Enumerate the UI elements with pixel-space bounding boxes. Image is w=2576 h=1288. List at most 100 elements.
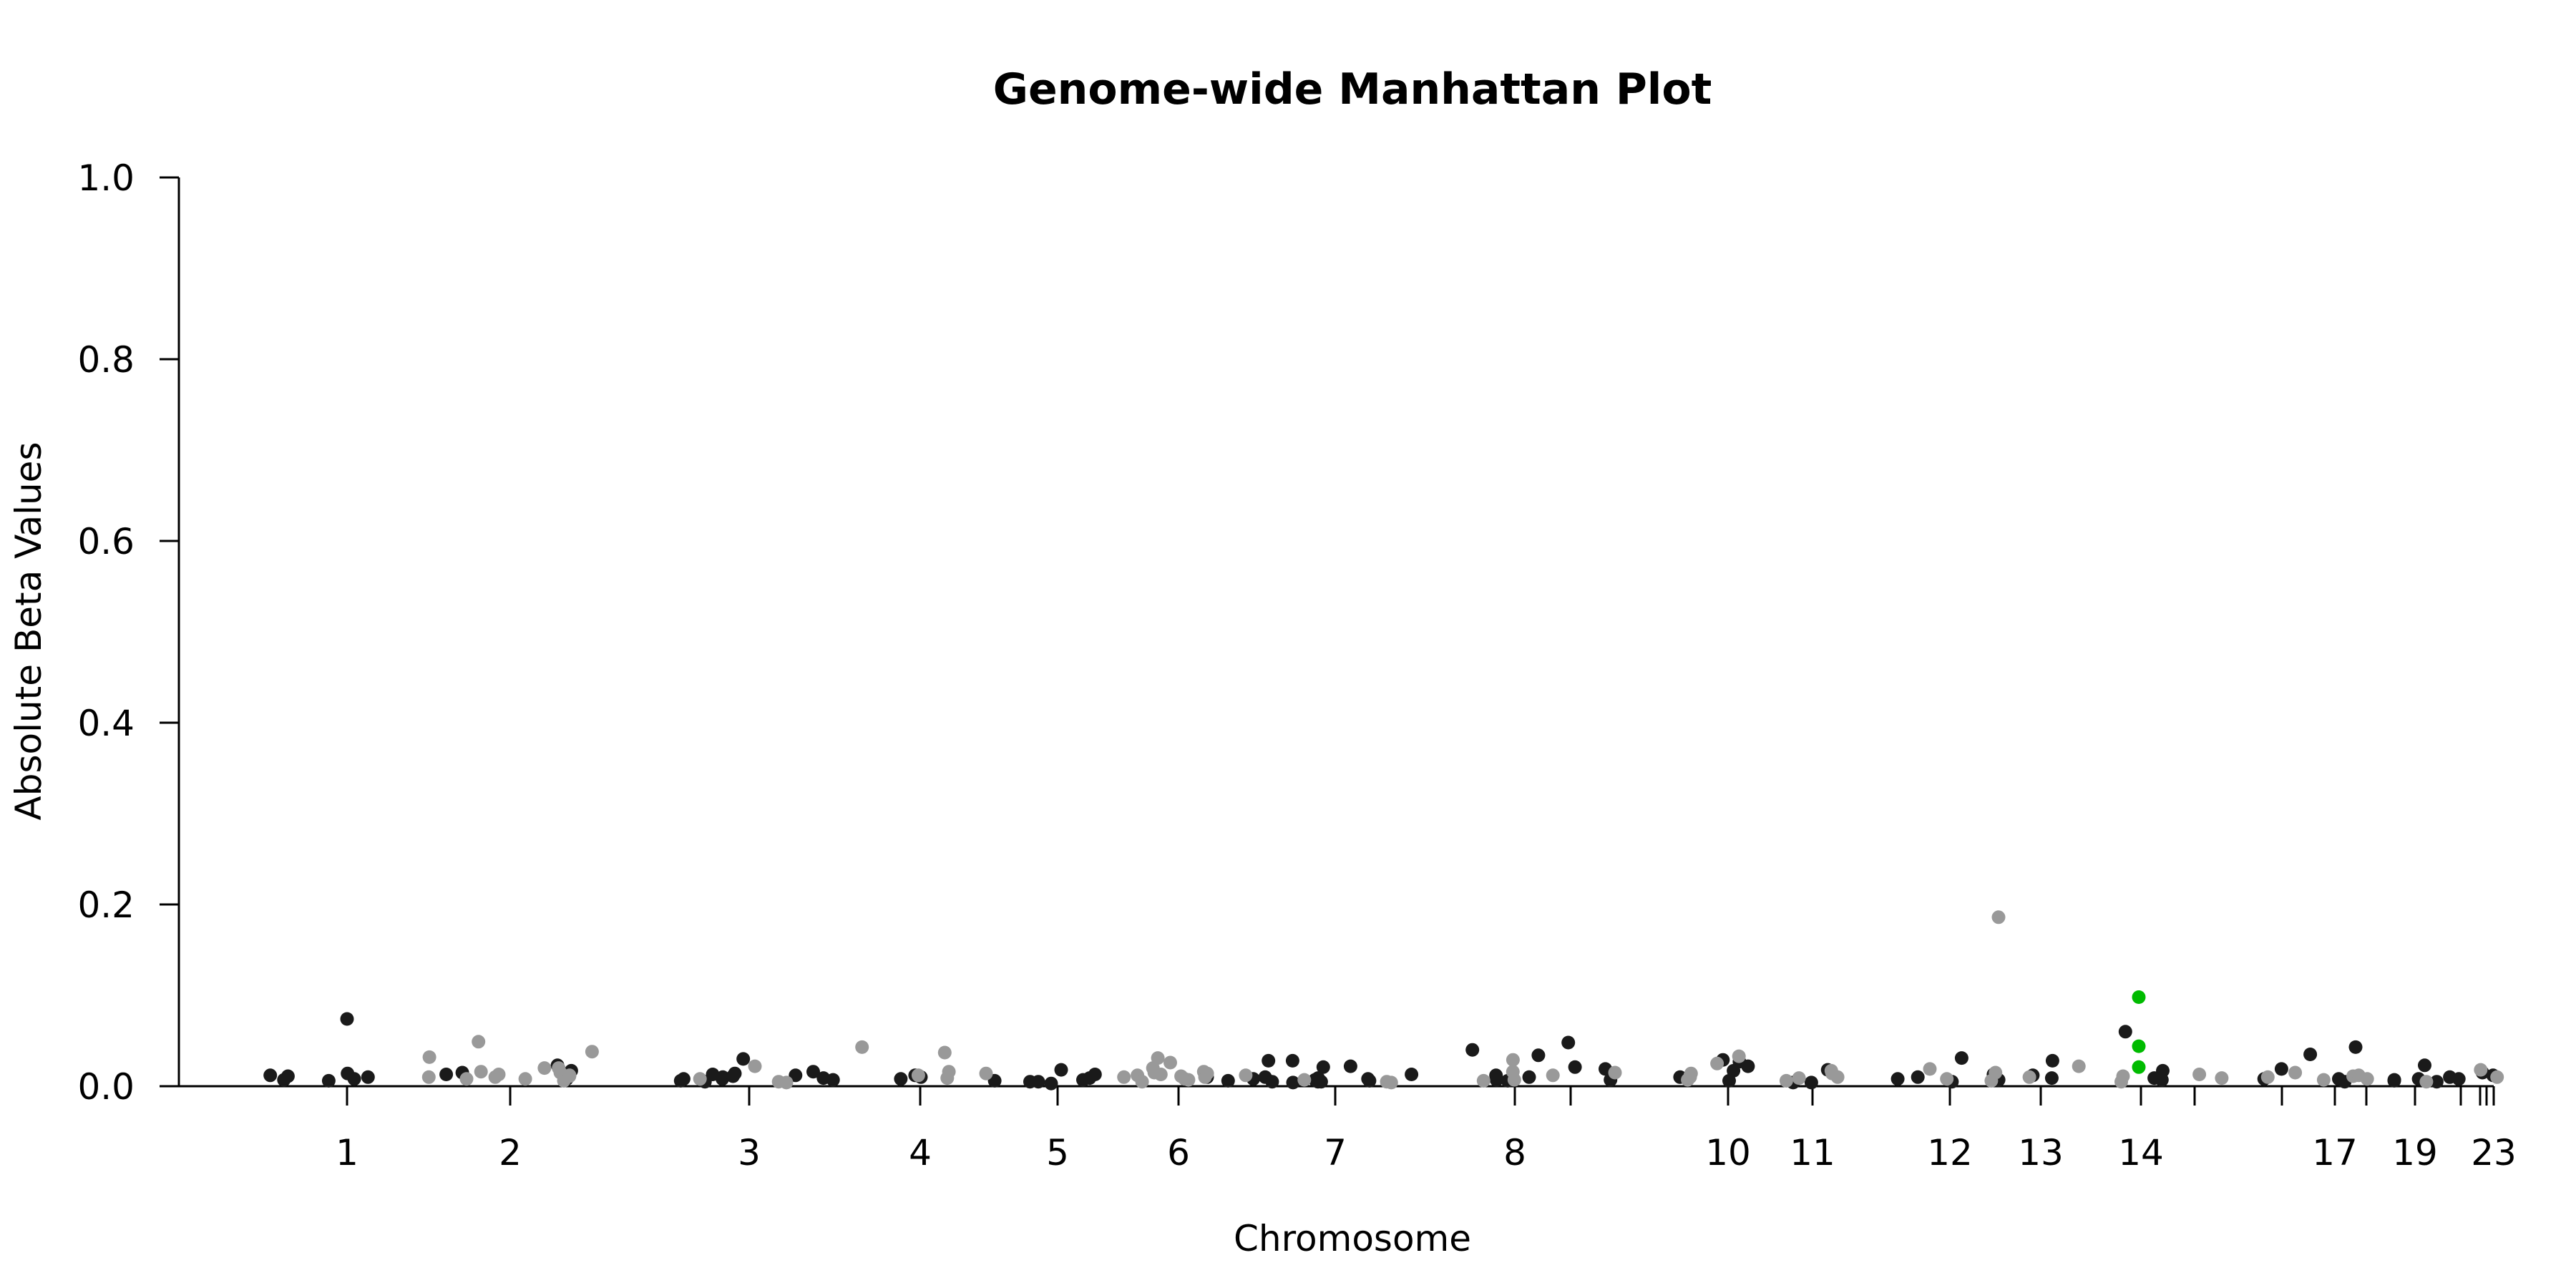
data-point: [421, 1070, 436, 1084]
data-point: [459, 1072, 474, 1086]
data-point: [341, 1066, 355, 1080]
data-point: [552, 1061, 566, 1075]
data-point: [2387, 1073, 2401, 1087]
data-point: [537, 1061, 552, 1075]
data-point: [361, 1070, 375, 1084]
data-point: [1991, 910, 2006, 924]
data-point: [736, 1052, 751, 1066]
data-point: [1362, 1073, 1377, 1088]
data-point: [1890, 1072, 1905, 1086]
data-point: [1285, 1053, 1299, 1068]
x-tick-label: 1: [336, 1132, 358, 1174]
data-point: [439, 1068, 454, 1081]
data-point: [2348, 1040, 2363, 1054]
y-tick-label: 0.4: [77, 703, 135, 744]
data-point: [562, 1069, 577, 1083]
x-tick-label: 6: [1167, 1132, 1190, 1174]
x-tick-label: 19: [2392, 1132, 2438, 1174]
x-tick-label: 17: [2312, 1132, 2358, 1174]
data-point: [1779, 1073, 1793, 1088]
data-point: [1054, 1063, 1068, 1077]
data-point: [1031, 1075, 1045, 1089]
data-point: [1262, 1053, 1276, 1068]
x-tick-label: 14: [2118, 1132, 2164, 1174]
data-point: [1732, 1049, 1746, 1063]
y-tick-label: 0.6: [77, 521, 135, 562]
data-point: [855, 1040, 869, 1054]
data-point: [1465, 1043, 1480, 1057]
data-point: [1044, 1076, 1058, 1091]
data-point: [474, 1065, 488, 1079]
y-tick-label: 1.0: [77, 157, 135, 199]
data-point: [1608, 1065, 1622, 1080]
data-point: [1546, 1068, 1560, 1083]
x-axis-label: Chromosome: [1234, 1218, 1471, 1259]
data-point: [1568, 1060, 1582, 1074]
x-tick-label: 23: [2471, 1132, 2517, 1174]
x-tick-label: 12: [1927, 1132, 1973, 1174]
data-point: [706, 1068, 720, 1081]
x-tick-label: 5: [1046, 1132, 1069, 1174]
data-point: [1683, 1068, 1697, 1083]
x-tick-label: 11: [1790, 1132, 1835, 1174]
data-point: [1117, 1070, 1131, 1084]
data-point: [2132, 1060, 2146, 1074]
data-point: [1984, 1073, 1999, 1088]
data-point: [1163, 1055, 1177, 1070]
data-point: [1343, 1059, 1357, 1073]
data-point: [321, 1073, 336, 1088]
x-tick-label: 4: [909, 1132, 932, 1174]
data-point: [2451, 1072, 2466, 1086]
data-point: [2316, 1073, 2331, 1087]
y-axis: 0.0 0.2 0.4 0.6 0.8 1.0: [77, 157, 180, 1108]
data-point: [1923, 1062, 1937, 1076]
data-point: [1954, 1051, 1968, 1065]
data-point: [728, 1066, 742, 1080]
data-point: [1135, 1075, 1149, 1089]
data-point: [1804, 1075, 1818, 1090]
data-point: [1476, 1073, 1491, 1088]
data-point: [2192, 1068, 2207, 1081]
data-point: [492, 1068, 506, 1081]
data-point: [2419, 1075, 2434, 1089]
data-point: [1316, 1060, 1330, 1074]
data-point: [2155, 1073, 2169, 1087]
y-axis-label: Absolute Beta Values: [8, 442, 49, 821]
data-point: [1174, 1069, 1189, 1083]
data-point: [1824, 1063, 1838, 1078]
y-tick-label: 0.2: [77, 884, 135, 926]
x-tick-label: 8: [1503, 1132, 1526, 1174]
data-point: [748, 1059, 762, 1073]
x-tick-label: 7: [1324, 1132, 1347, 1174]
data-point: [1314, 1075, 1328, 1089]
data-point: [894, 1072, 908, 1086]
data-point: [942, 1065, 956, 1079]
data-point: [2022, 1070, 2036, 1084]
data-point: [2260, 1070, 2275, 1084]
data-point: [2045, 1053, 2059, 1068]
x-tick-label: 10: [1705, 1132, 1751, 1174]
data-point: [1286, 1075, 1300, 1090]
data-point: [789, 1068, 803, 1083]
y-tick-label: 0.8: [77, 339, 135, 381]
data-point: [806, 1065, 820, 1079]
data-point: [1507, 1073, 1521, 1087]
data-point: [280, 1069, 295, 1083]
data-point: [1297, 1073, 1312, 1087]
data-point: [2288, 1065, 2303, 1080]
data-point: [1083, 1071, 1097, 1085]
data-point: [1489, 1068, 1503, 1083]
data-point: [979, 1066, 993, 1080]
data-point: [937, 1045, 952, 1060]
data-point: [340, 1012, 354, 1026]
data-point: [1522, 1070, 1536, 1084]
data-point: [2044, 1071, 2059, 1085]
data-point: [2118, 1025, 2132, 1039]
data-point: [1239, 1068, 1253, 1083]
data-point: [1722, 1073, 1736, 1088]
data-point: [263, 1068, 278, 1083]
data-points: [263, 910, 2504, 1091]
x-tick-label: 3: [738, 1132, 761, 1174]
data-point: [693, 1072, 707, 1086]
x-tick-label: 2: [499, 1132, 522, 1174]
